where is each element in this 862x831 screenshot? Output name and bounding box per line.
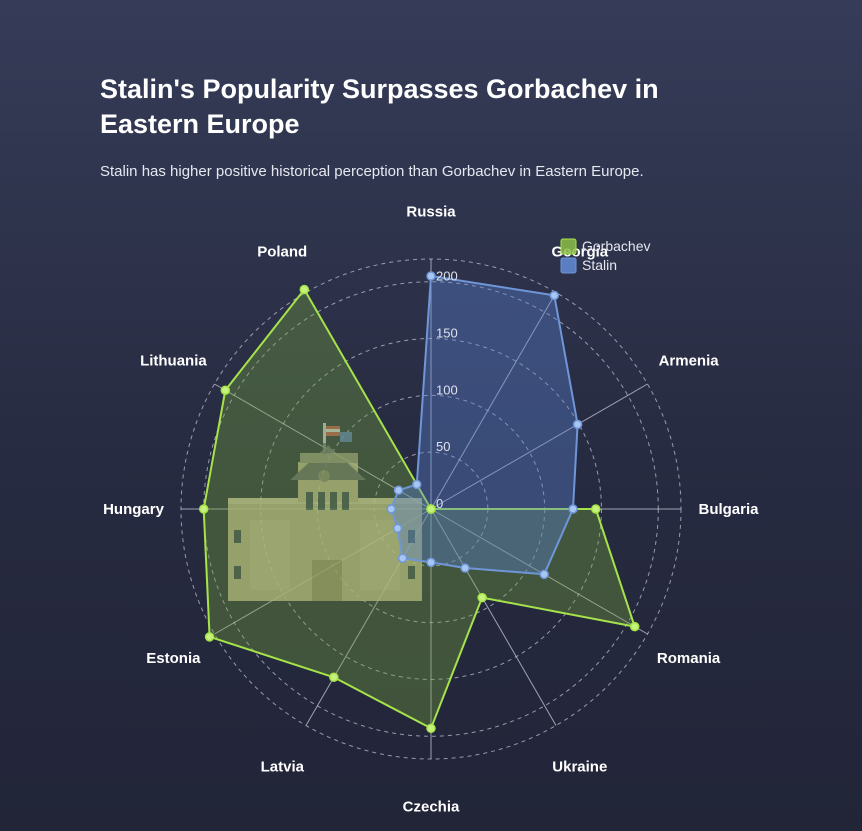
legend-swatch-stalin xyxy=(560,257,577,274)
legend-swatch-gorbachev xyxy=(560,238,577,255)
series-area-stalin xyxy=(390,275,579,576)
legend: Gorbachev Stalin xyxy=(560,238,650,274)
category-label-russia: Russia xyxy=(406,204,456,221)
legend-item-gorbachev[interactable]: Gorbachev xyxy=(560,238,650,255)
category-label-estonia: Estonia xyxy=(146,650,201,667)
point-stalin-estonia[interactable] xyxy=(392,523,403,534)
point-stalin-bulgaria[interactable] xyxy=(568,504,578,514)
legend-label-gorbachev: Gorbachev xyxy=(582,238,650,254)
category-label-romania: Romania xyxy=(657,650,721,667)
chart-title: Stalin's Popularity Surpasses Gorbachev … xyxy=(100,74,659,139)
category-label-armenia: Armenia xyxy=(659,352,720,369)
point-stalin-russia[interactable] xyxy=(426,271,436,281)
radial-ticks: 0 50 100 150 200 xyxy=(436,269,458,511)
point-stalin-latvia[interactable] xyxy=(397,553,408,563)
chart-subtitle: Stalin has higher positive historical pe… xyxy=(100,163,644,180)
point-gorbachev-armenia[interactable] xyxy=(426,504,436,514)
category-label-czechia: Czechia xyxy=(403,799,460,816)
point-stalin-georgia[interactable] xyxy=(549,290,560,301)
point-gorbachev-poland[interactable] xyxy=(299,284,310,295)
point-stalin-armenia[interactable] xyxy=(572,419,583,430)
point-gorbachev-bulgaria[interactable] xyxy=(591,504,601,514)
point-gorbachev-ukraine[interactable] xyxy=(477,592,487,603)
category-label-lithuania: Lithuania xyxy=(140,352,207,369)
point-gorbachev-latvia[interactable] xyxy=(329,672,339,683)
radial-tick-label: 150 xyxy=(436,326,458,341)
point-stalin-hungary[interactable] xyxy=(386,504,396,514)
point-stalin-lithuania[interactable] xyxy=(393,485,404,495)
radial-tick-label: 100 xyxy=(436,382,458,397)
radar-series xyxy=(198,271,640,734)
point-gorbachev-estonia[interactable] xyxy=(204,632,215,642)
category-label-ukraine: Ukraine xyxy=(552,759,607,776)
spoke-armenia xyxy=(430,383,648,510)
radial-tick-label: 0 xyxy=(436,496,443,511)
category-label-latvia: Latvia xyxy=(261,759,305,776)
category-label-hungary: Hungary xyxy=(103,501,165,518)
point-gorbachev-hungary[interactable] xyxy=(198,504,209,514)
point-stalin-romania[interactable] xyxy=(539,569,549,580)
point-stalin-poland[interactable] xyxy=(412,479,422,490)
point-gorbachev-czechia[interactable] xyxy=(426,723,436,734)
radial-tick-label: 50 xyxy=(436,439,450,454)
legend-label-stalin: Stalin xyxy=(582,257,617,273)
category-label-bulgaria: Bulgaria xyxy=(698,501,759,518)
point-gorbachev-lithuania[interactable] xyxy=(220,385,231,395)
point-stalin-ukraine[interactable] xyxy=(460,563,470,573)
spoke-ukraine xyxy=(430,508,557,726)
point-gorbachev-romania[interactable] xyxy=(629,621,640,632)
radial-tick-label: 200 xyxy=(436,269,458,284)
point-stalin-czechia[interactable] xyxy=(426,557,436,568)
kremlin-building-icon xyxy=(228,423,422,601)
legend-item-stalin[interactable]: Stalin xyxy=(560,257,617,274)
spoke-georgia xyxy=(430,292,557,510)
spoke-romania xyxy=(430,508,648,635)
category-label-poland: Poland xyxy=(257,243,307,260)
